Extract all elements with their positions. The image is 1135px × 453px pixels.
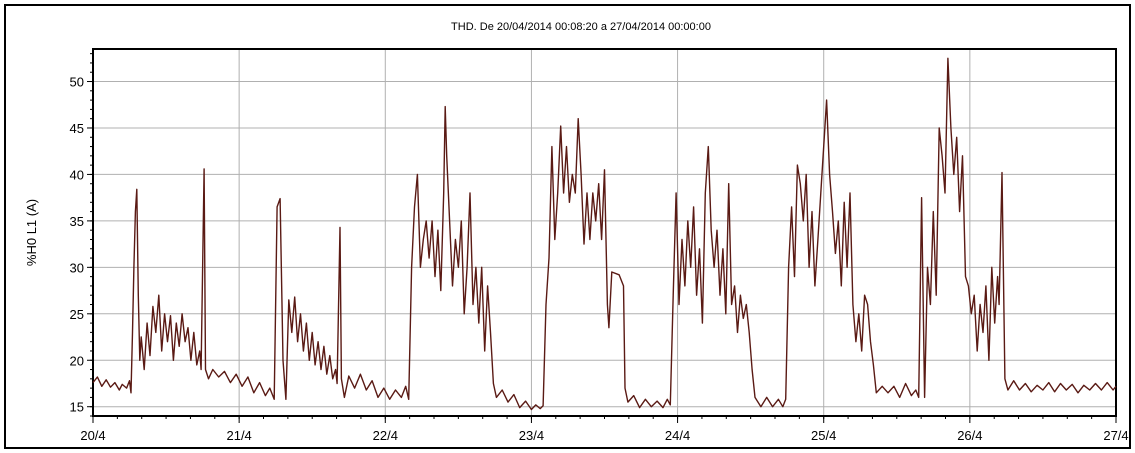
- y-tick-label: 50: [70, 75, 84, 90]
- y-tick-label: 35: [70, 214, 84, 229]
- gridlines: [93, 49, 1116, 416]
- y-axis-label: %H0 L1 (A): [24, 199, 39, 266]
- series-line: [92, 57, 1117, 411]
- chart-frame: THD. De 20/04/2014 00:08:20 a 27/04/2014…: [4, 4, 1131, 449]
- x-tick-label: 20/4: [80, 428, 105, 443]
- x-tick-label: 22/4: [373, 428, 398, 443]
- y-tick-label: 45: [70, 121, 84, 136]
- y-tick-label: 20: [70, 353, 84, 368]
- x-tick-label: 26/4: [957, 428, 982, 443]
- x-axis-ticks: 20/4 21/4 22/4 23/4 24/4 25/4 26/4 27/4: [80, 416, 1129, 443]
- y-axis-ticks: 15 20 25 30 35 40 45 50: [70, 53, 93, 417]
- x-tick-label: 21/4: [226, 428, 251, 443]
- x-tick-label: 25/4: [811, 428, 836, 443]
- thd-line-chart: THD. De 20/04/2014 00:08:20 a 27/04/2014…: [24, 21, 1129, 443]
- y-tick-label: 25: [70, 307, 84, 322]
- chart-title: THD. De 20/04/2014 00:08:20 a 27/04/2014…: [451, 21, 711, 33]
- x-tick-label: 27/4: [1103, 428, 1128, 443]
- y-tick-label: 40: [70, 167, 84, 182]
- plot-area-border: [92, 48, 1117, 417]
- x-tick-label: 24/4: [665, 428, 690, 443]
- x-tick-label: 23/4: [519, 428, 544, 443]
- y-tick-label: 30: [70, 260, 84, 275]
- y-tick-label: 15: [70, 400, 84, 415]
